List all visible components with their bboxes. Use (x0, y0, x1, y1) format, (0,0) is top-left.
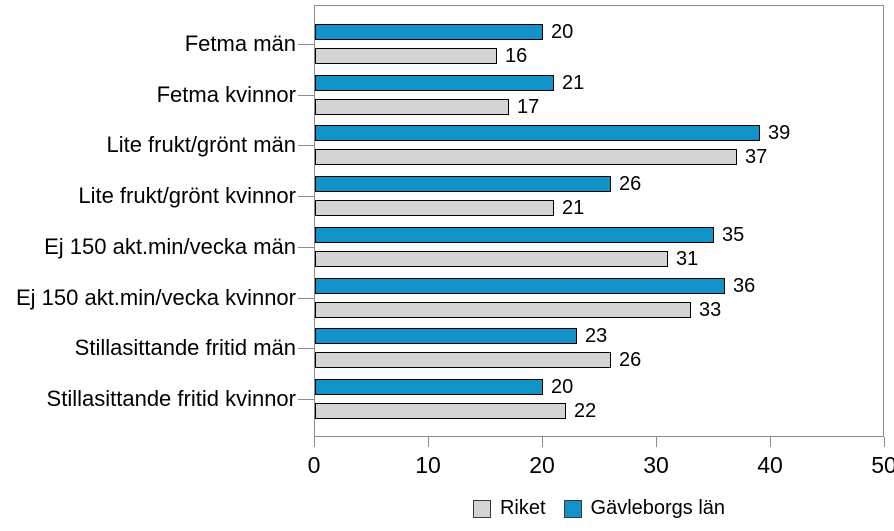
bar-riket (315, 200, 554, 216)
x-axis-tick (770, 437, 771, 447)
x-axis-tick (428, 437, 429, 447)
bar-riket (315, 149, 737, 165)
bar-value-label: 21 (562, 71, 585, 94)
y-axis-tick (298, 95, 314, 96)
bar-gavleborgs-lan (315, 75, 554, 91)
bar-value-label: 22 (574, 399, 597, 422)
bar-value-label: 31 (676, 247, 699, 270)
legend-item-riket: Riket (472, 497, 546, 520)
bar-value-label: 26 (619, 348, 642, 371)
bar-gavleborgs-lan (315, 328, 577, 344)
bar-riket (315, 251, 668, 267)
bar-gavleborgs-lan (315, 227, 714, 243)
y-axis-tick (298, 145, 314, 146)
bar-riket (315, 352, 611, 368)
category-label: Stillasittande fritid kvinnor (46, 386, 296, 411)
bar-riket (315, 403, 566, 419)
category-label: Lite frukt/grönt män (106, 132, 296, 157)
legend-label-riket: Riket (499, 497, 546, 519)
bar-value-label: 36 (733, 274, 756, 297)
x-axis-label: 20 (529, 452, 555, 478)
category-label: Ej 150 akt.min/vecka kvinnor (15, 285, 296, 310)
bar-value-label: 35 (722, 223, 745, 246)
y-axis-tick (298, 298, 314, 299)
legend-item-gavleborgs-lan: Gävleborgs län (563, 497, 726, 520)
x-axis-tick (542, 437, 543, 447)
bar-gavleborgs-lan (315, 379, 543, 395)
bar-value-label: 23 (585, 324, 608, 347)
legend-label-gavleborgs-lan: Gävleborgs län (590, 497, 726, 519)
x-axis-label: 50 (871, 452, 894, 478)
x-axis-label: 10 (415, 452, 441, 478)
category-label: Fetma män (184, 31, 296, 56)
category-label: Lite frukt/grönt kvinnor (78, 183, 296, 208)
category-label: Ej 150 akt.min/vecka män (44, 234, 296, 259)
x-axis-tick (314, 437, 315, 447)
category-label: Stillasittande fritid män (74, 335, 296, 360)
bar-value-label: 16 (505, 44, 528, 67)
bar-value-label: 26 (619, 172, 642, 195)
x-axis-label: 30 (643, 452, 669, 478)
bar-riket (315, 99, 509, 115)
bar-riket (315, 302, 691, 318)
x-axis-label: 0 (307, 452, 321, 478)
bar-gavleborgs-lan (315, 278, 725, 294)
bar-value-label: 21 (562, 196, 585, 219)
bar-value-label: 33 (699, 298, 722, 321)
legend: Riket Gävleborgs län (314, 497, 884, 520)
bar-gavleborgs-lan (315, 176, 611, 192)
bar-riket (315, 48, 497, 64)
bar-value-label: 20 (551, 375, 574, 398)
y-axis-tick (298, 196, 314, 197)
y-axis-tick (298, 399, 314, 400)
y-axis-tick (298, 247, 314, 248)
x-axis-label: 40 (757, 452, 783, 478)
bar-value-label: 37 (745, 145, 768, 168)
plot-area (314, 5, 884, 437)
legend-swatch-riket-icon (472, 499, 491, 518)
bar-gavleborgs-lan (315, 24, 543, 40)
bar-value-label: 17 (517, 95, 540, 118)
legend-swatch-gavleborgs-lan-icon (563, 499, 582, 518)
category-label: Fetma kvinnor (156, 82, 296, 107)
bar-gavleborgs-lan (315, 125, 760, 141)
y-axis-tick (298, 44, 314, 45)
y-axis-tick (298, 348, 314, 349)
x-axis-tick (656, 437, 657, 447)
x-axis-tick (884, 437, 885, 447)
bar-value-label: 20 (551, 20, 574, 43)
bar-value-label: 39 (768, 121, 791, 144)
